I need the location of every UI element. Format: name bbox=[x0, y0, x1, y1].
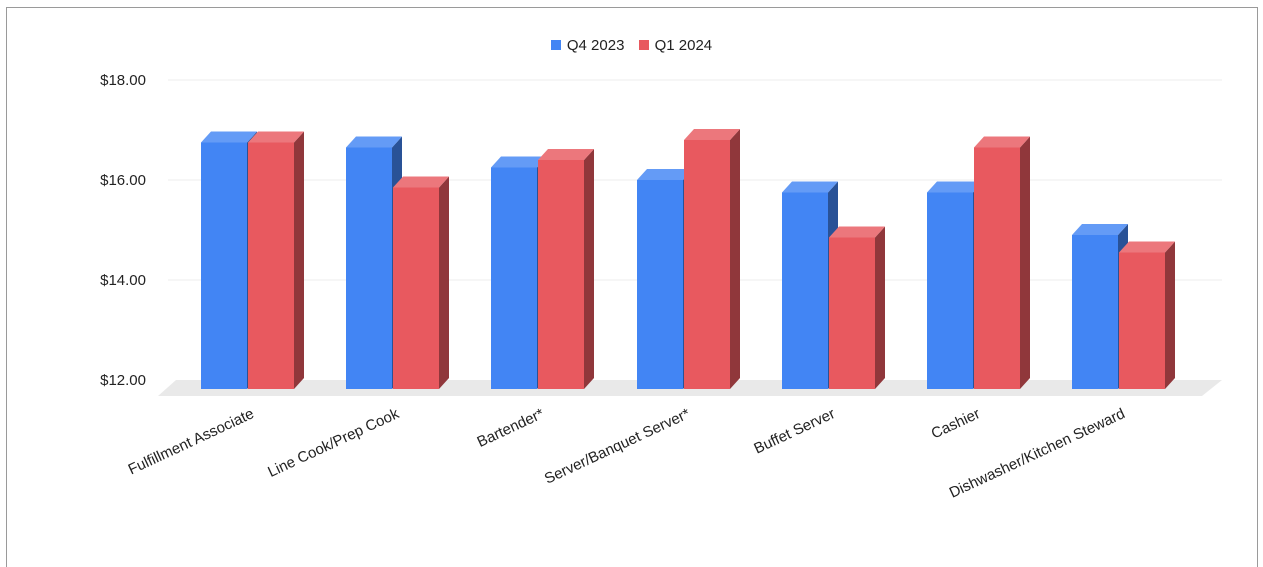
bar-front bbox=[927, 193, 973, 390]
bar-side bbox=[1165, 242, 1175, 390]
bar-side bbox=[294, 132, 304, 390]
bar-front bbox=[637, 180, 683, 389]
bar-front bbox=[201, 143, 247, 390]
bar-side bbox=[439, 177, 449, 390]
bar-side bbox=[1020, 137, 1030, 390]
bar-front bbox=[393, 188, 439, 390]
bar-front bbox=[538, 160, 584, 389]
bar-side bbox=[584, 149, 594, 389]
bar-front bbox=[1072, 235, 1118, 389]
bar bbox=[829, 227, 885, 390]
bar-front bbox=[974, 148, 1020, 390]
x-tick-label: Buffet Server bbox=[751, 405, 837, 457]
bar-front bbox=[1119, 253, 1165, 390]
bar-front bbox=[684, 140, 730, 389]
y-tick-label: $16.00 bbox=[100, 172, 146, 189]
y-tick-label: $12.00 bbox=[100, 372, 146, 389]
bar bbox=[684, 129, 740, 389]
x-tick-label: Cashier bbox=[929, 405, 983, 442]
bar-front bbox=[782, 193, 828, 390]
bar bbox=[974, 137, 1030, 390]
bar-front bbox=[346, 148, 392, 390]
bar bbox=[1119, 242, 1175, 390]
x-tick-label: Bartender* bbox=[475, 405, 547, 451]
y-tick-label: $14.00 bbox=[100, 272, 146, 289]
x-axis: Fulfillment Associate Line Cook/Prep Cook… bbox=[126, 405, 1128, 502]
y-tick-label: $18.00 bbox=[100, 72, 146, 89]
bar bbox=[538, 149, 594, 389]
bar-front bbox=[829, 238, 875, 390]
x-tick-label: Server/Banquet Server* bbox=[542, 405, 693, 487]
bar bbox=[393, 177, 449, 390]
y-axis: $12.00 $14.00 $16.00 $18.00 bbox=[100, 72, 146, 389]
bar-front bbox=[248, 143, 294, 390]
bar-side bbox=[730, 129, 740, 389]
bar-front bbox=[491, 168, 537, 390]
x-tick-label: Line Cook/Prep Cook bbox=[265, 405, 402, 481]
x-tick-label: Fulfillment Associate bbox=[126, 405, 257, 478]
bar bbox=[248, 132, 304, 390]
bar-side bbox=[875, 227, 885, 390]
bars bbox=[201, 129, 1175, 389]
